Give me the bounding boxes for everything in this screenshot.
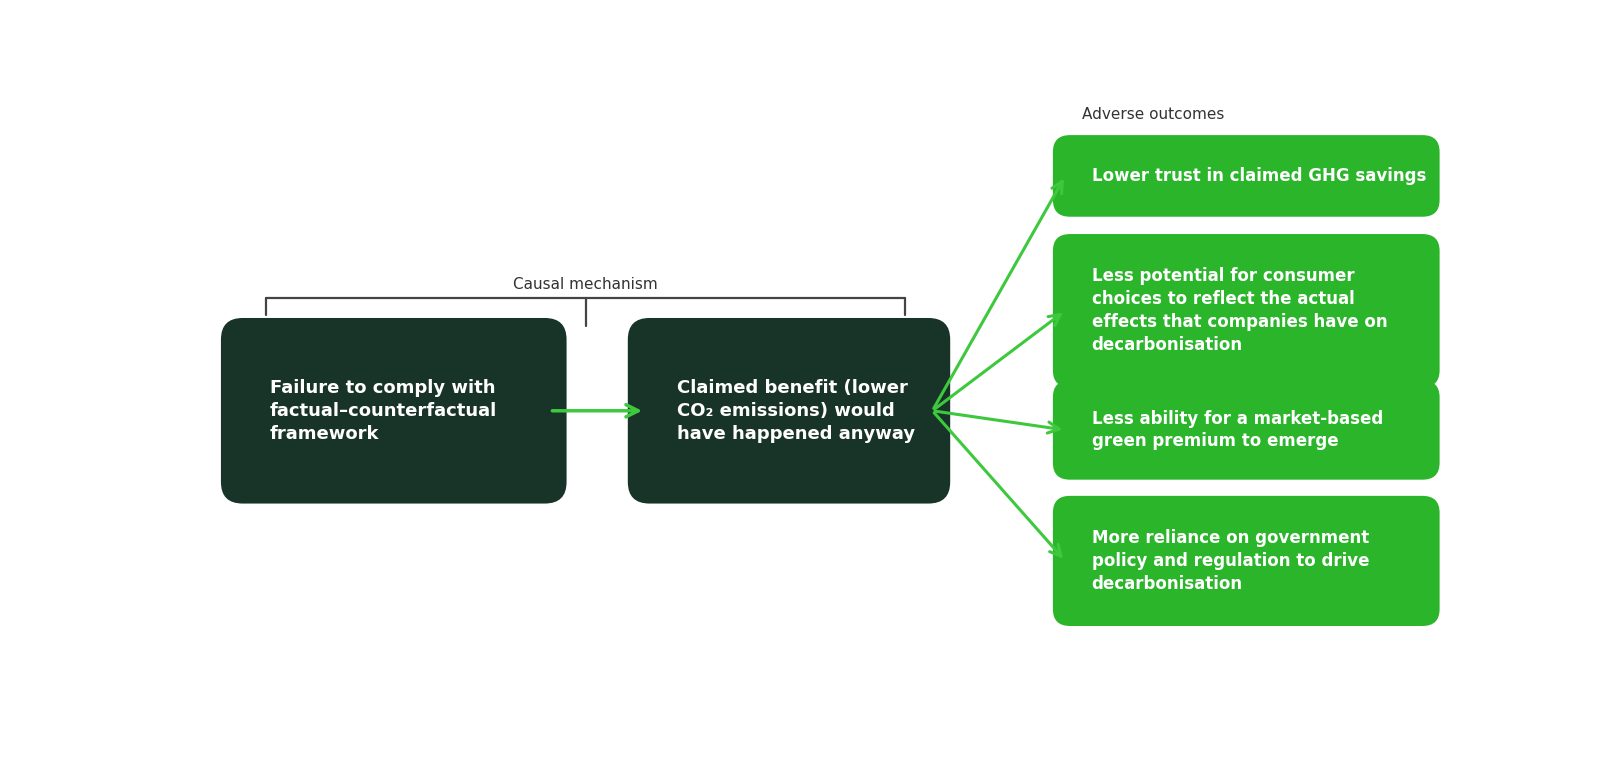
FancyBboxPatch shape — [627, 318, 950, 503]
Text: More reliance on government
policy and regulation to drive
decarbonisation: More reliance on government policy and r… — [1091, 529, 1370, 593]
Text: Less potential for consumer
choices to reflect the actual
effects that companies: Less potential for consumer choices to r… — [1091, 267, 1387, 354]
FancyBboxPatch shape — [1053, 234, 1440, 387]
Text: Causal mechanism: Causal mechanism — [514, 277, 658, 291]
FancyBboxPatch shape — [1053, 135, 1440, 216]
Text: Lower trust in claimed GHG savings: Lower trust in claimed GHG savings — [1091, 167, 1426, 185]
FancyBboxPatch shape — [1053, 380, 1440, 480]
Text: Adverse outcomes: Adverse outcomes — [1082, 107, 1224, 122]
Text: Claimed benefit (lower
CO₂ emissions) would
have happened anyway: Claimed benefit (lower CO₂ emissions) wo… — [677, 379, 915, 443]
Text: Failure to comply with
factual–counterfactual
framework: Failure to comply with factual–counterfa… — [270, 379, 498, 443]
FancyBboxPatch shape — [221, 318, 566, 503]
Text: Less ability for a market-based
green premium to emerge: Less ability for a market-based green pr… — [1091, 410, 1382, 451]
FancyBboxPatch shape — [1053, 495, 1440, 626]
